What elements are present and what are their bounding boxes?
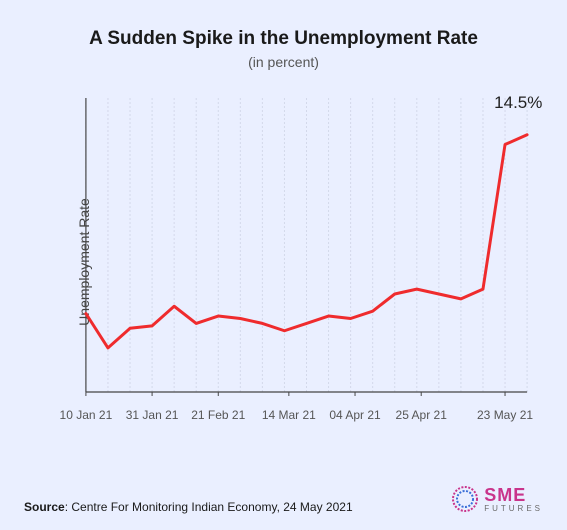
chart-card: A Sudden Spike in the Unemployment Rate … (0, 0, 567, 530)
source-label: Source (24, 500, 65, 514)
logo-sme-text: SME (484, 486, 543, 504)
source-text: : Centre For Monitoring Indian Economy, … (65, 500, 353, 514)
data-callout: 14.5% (494, 93, 542, 113)
x-tick-label: 25 Apr 21 (396, 408, 447, 422)
chart-title: A Sudden Spike in the Unemployment Rate (24, 28, 543, 50)
x-tick-label: 14 Mar 21 (262, 408, 316, 422)
x-tick-label: 23 May 21 (477, 408, 533, 422)
footer: Source: Centre For Monitoring Indian Eco… (24, 484, 543, 514)
logo-text: SME FUTURES (484, 486, 543, 513)
plot-area: 14.5% (80, 92, 533, 398)
x-axis-ticks: 10 Jan 2131 Jan 2121 Feb 2114 Mar 2104 A… (80, 402, 533, 432)
x-tick-label: 04 Apr 21 (329, 408, 380, 422)
logo-ring-icon (450, 484, 480, 514)
logo-futures-text: FUTURES (484, 505, 543, 513)
chart-subtitle: (in percent) (24, 54, 543, 70)
chart-svg (80, 92, 533, 398)
x-tick-label: 31 Jan 21 (126, 408, 179, 422)
brand-logo: SME FUTURES (450, 484, 543, 514)
x-tick-label: 21 Feb 21 (191, 408, 245, 422)
x-tick-label: 10 Jan 21 (60, 408, 113, 422)
source-citation: Source: Centre For Monitoring Indian Eco… (24, 500, 353, 514)
chart-area: Unemployment Rate 14.5% 10 Jan 2131 Jan … (24, 92, 543, 432)
